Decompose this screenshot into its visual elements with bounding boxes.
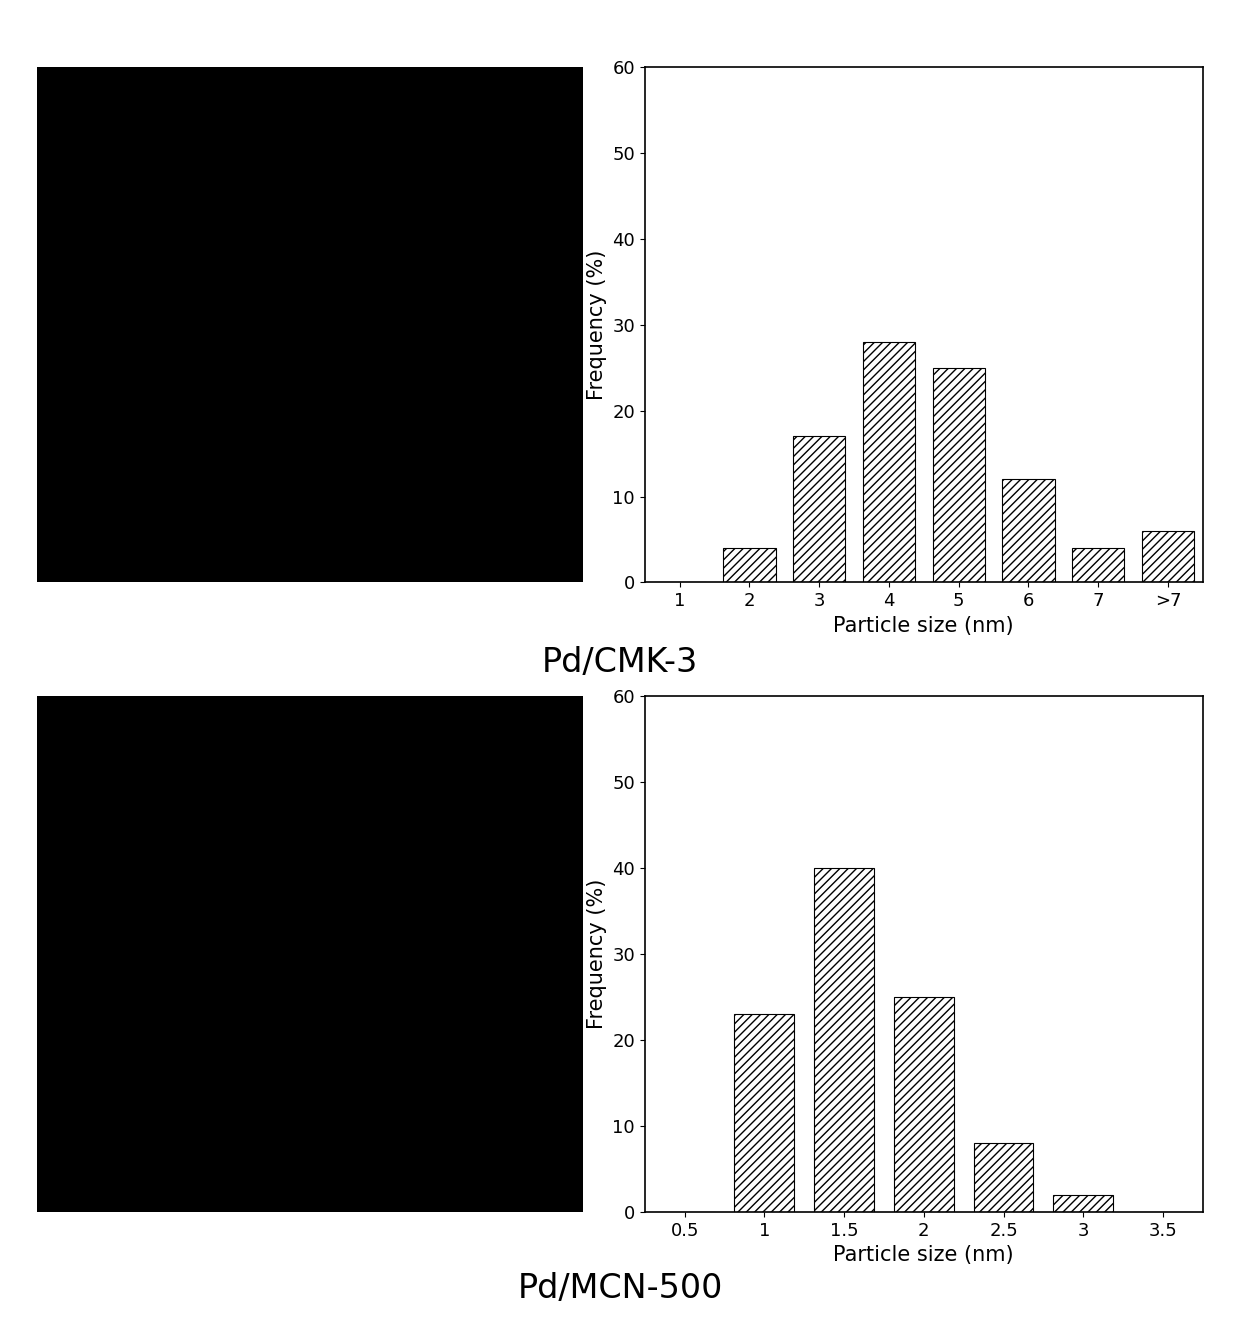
Text: Pd/MCN-500: Pd/MCN-500 <box>517 1272 723 1304</box>
Bar <box>973 1144 1033 1212</box>
X-axis label: Particle size (nm): Particle size (nm) <box>833 1245 1014 1265</box>
Bar <box>1073 548 1125 582</box>
Bar <box>794 437 846 582</box>
Bar <box>1002 479 1054 582</box>
Bar <box>815 868 874 1212</box>
Y-axis label: Frequency (%): Frequency (%) <box>587 249 606 400</box>
X-axis label: Particle size (nm): Particle size (nm) <box>833 616 1014 636</box>
Bar <box>734 1014 795 1212</box>
Bar <box>1142 530 1194 582</box>
Bar <box>894 998 954 1212</box>
Text: Pd/CMK-3: Pd/CMK-3 <box>542 647 698 679</box>
Y-axis label: Frequency (%): Frequency (%) <box>587 878 606 1030</box>
Bar <box>932 368 985 582</box>
Bar <box>1053 1194 1114 1212</box>
Bar <box>723 548 775 582</box>
Bar <box>863 341 915 582</box>
